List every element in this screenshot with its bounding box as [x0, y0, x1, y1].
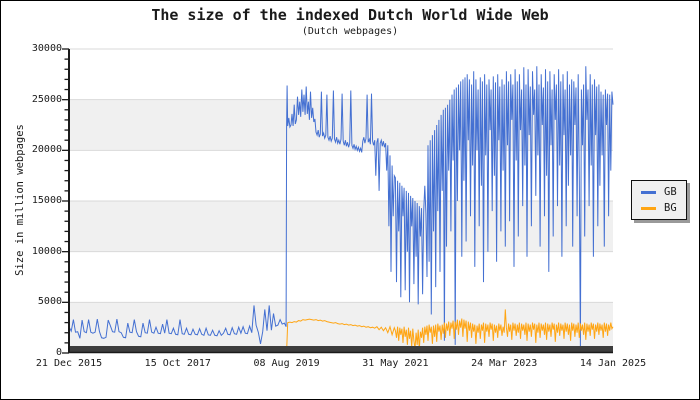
- x-tick-label: 15 Oct 2017: [144, 358, 211, 369]
- legend-item-bg: BG: [641, 203, 677, 213]
- y-tick-label: 5000: [37, 296, 62, 308]
- y-tick-label: 15000: [31, 195, 62, 206]
- bg-line-swatch: [641, 206, 656, 210]
- x-tick-label: 21 Dec 2015: [35, 358, 103, 369]
- y-tick-label: 20000: [31, 144, 62, 156]
- gb-line-swatch: [641, 190, 656, 194]
- x-tick-label: 08 Aug 2019: [253, 358, 320, 369]
- y-tick-label: 25000: [31, 93, 62, 105]
- x-tick-label: 24 Mar 2023: [471, 358, 538, 369]
- chart-title: The size of the indexed Dutch World Wide…: [151, 6, 549, 24]
- chart-subtitle: (Dutch webpages): [301, 26, 399, 37]
- legend-item-gb: GB: [641, 187, 677, 197]
- legend: GB BG: [631, 180, 687, 220]
- y-tick-label: 10000: [31, 245, 62, 257]
- legend-label-gb: GB: [664, 186, 677, 198]
- x-tick-label: 14 Jan 2025: [579, 358, 647, 369]
- legend-label-bg: BG: [664, 202, 677, 214]
- y-tick-label: 0: [55, 347, 62, 358]
- x-tick-label: 31 May 2021: [362, 358, 429, 369]
- y-tick-label: 30000: [31, 43, 62, 54]
